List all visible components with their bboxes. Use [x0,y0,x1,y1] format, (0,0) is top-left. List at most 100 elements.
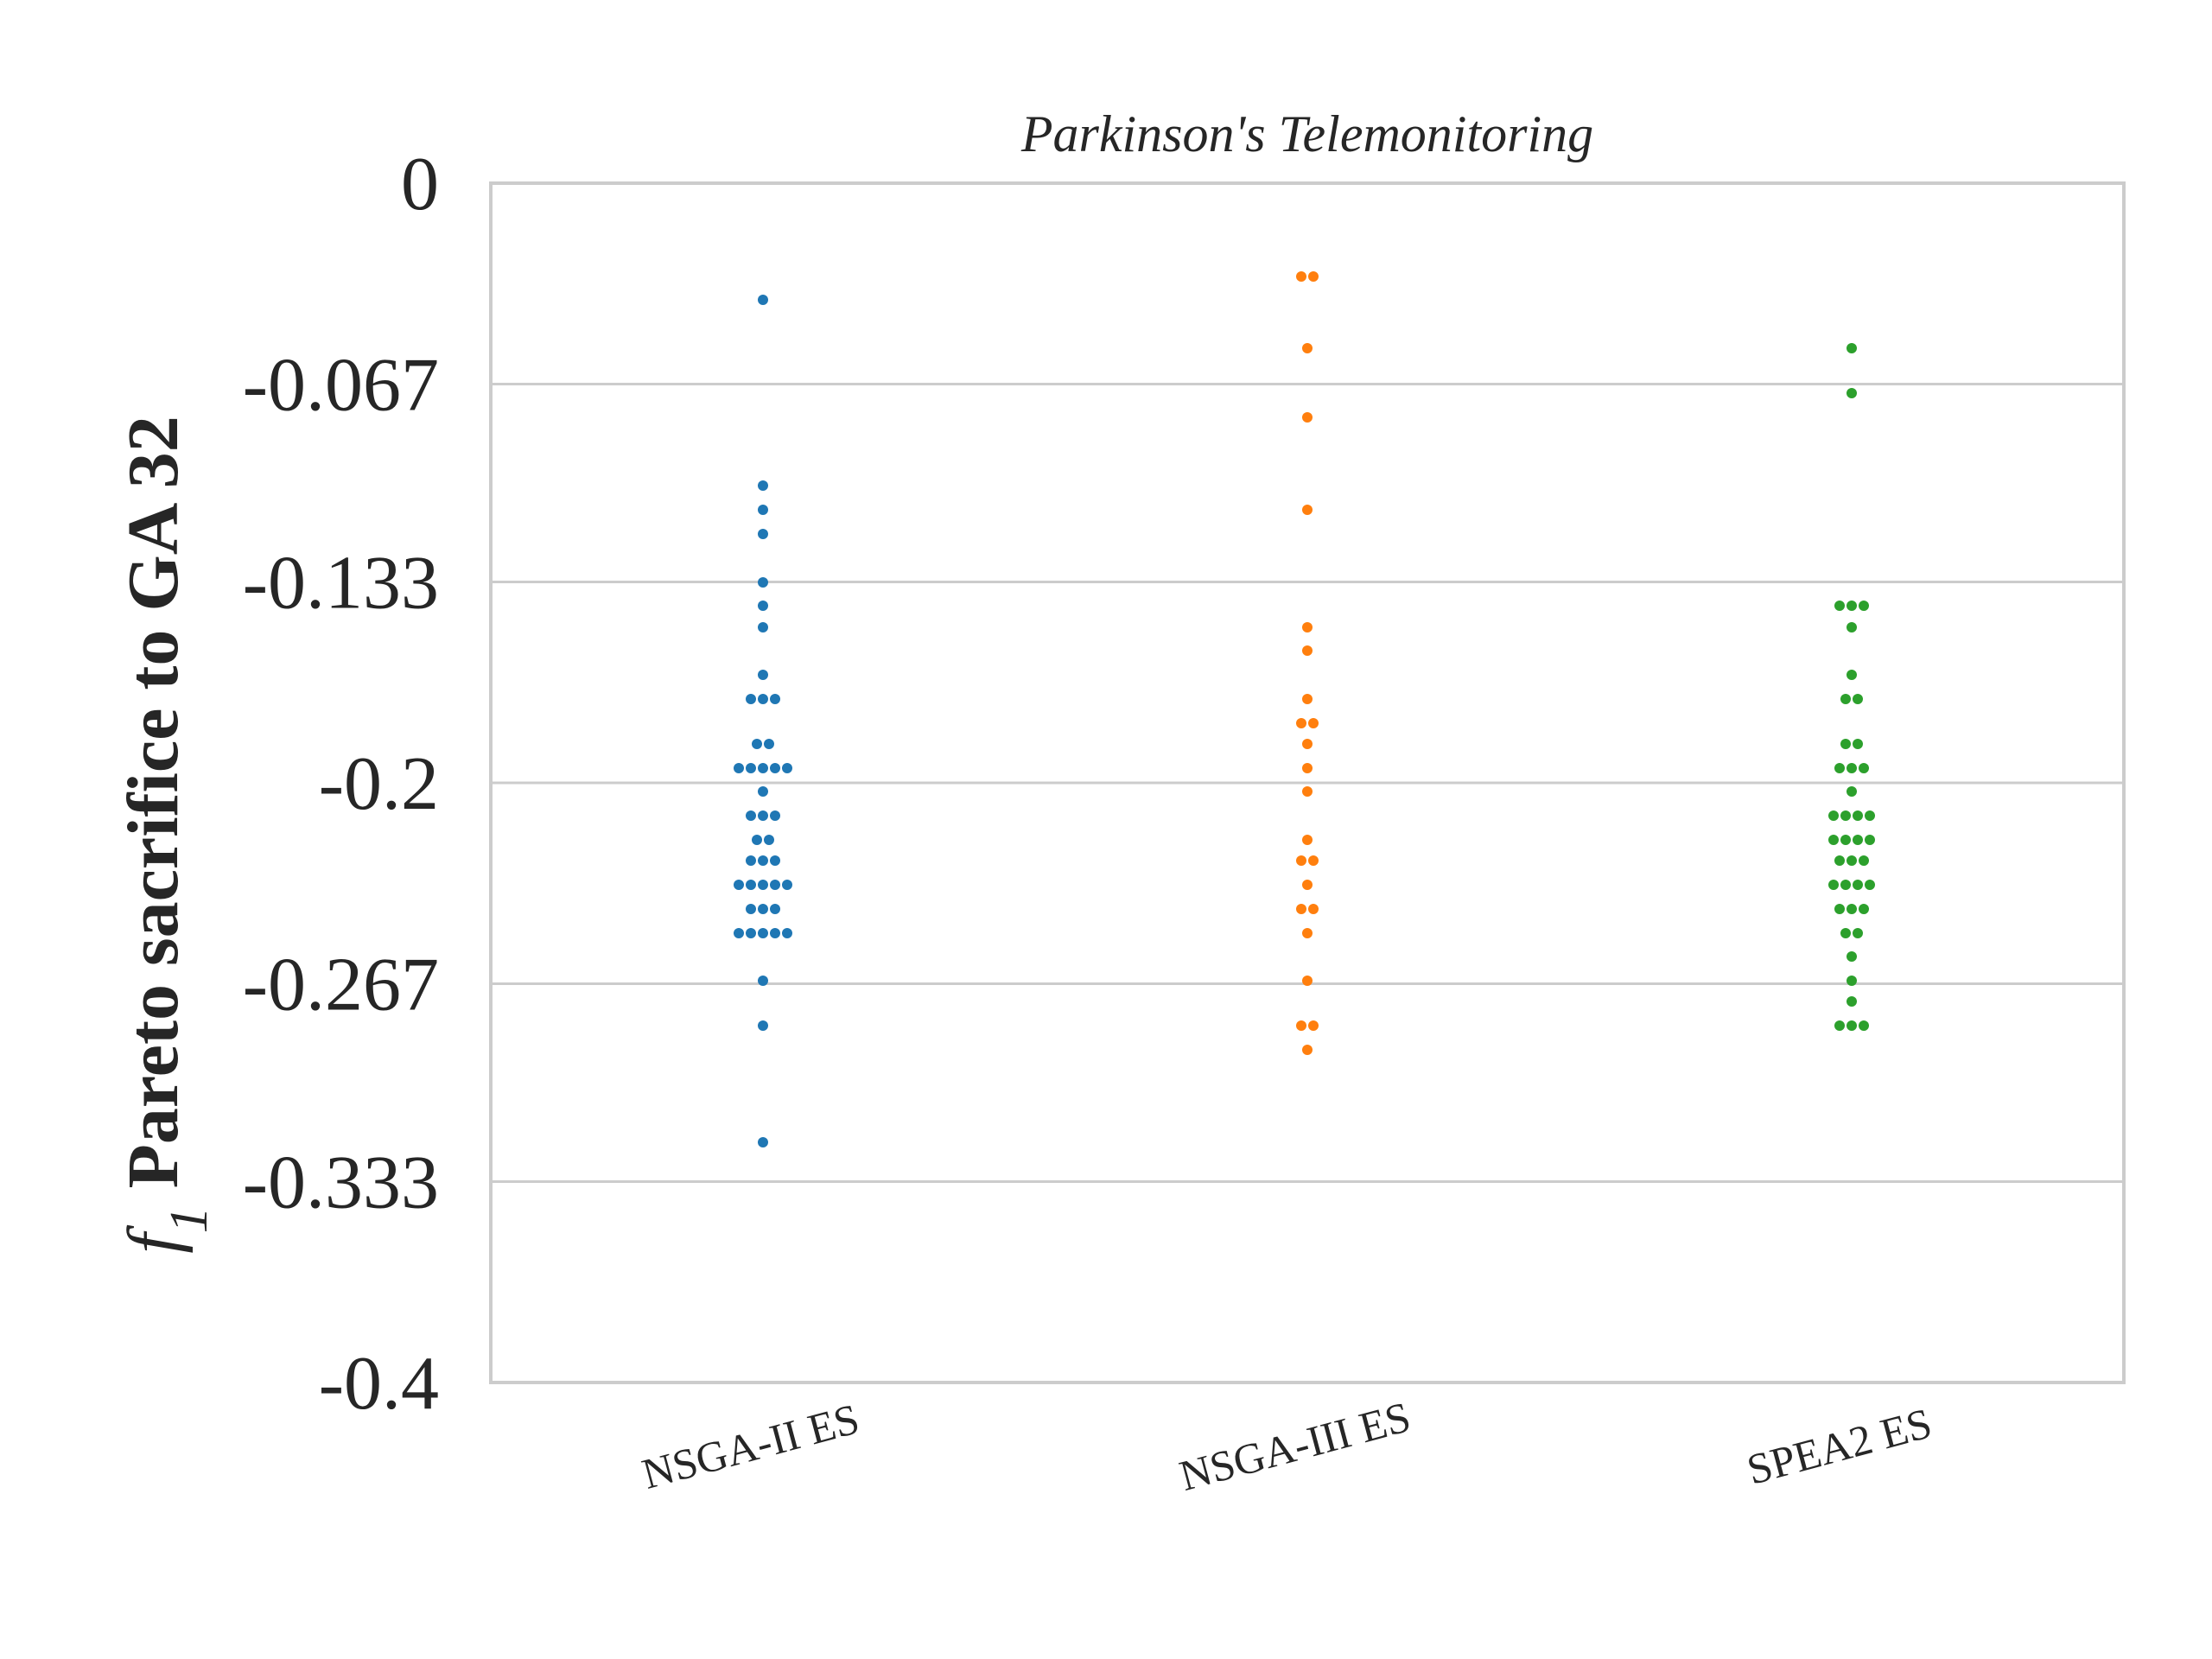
data-point [1308,1020,1319,1031]
data-point [758,763,768,773]
data-point [758,529,768,539]
data-point [1853,880,1863,890]
data-point [758,928,768,938]
y-tick-label: -0.067 [243,343,439,427]
data-point [1853,810,1863,821]
x-tick-label: NSGA-II ES [637,1394,864,1498]
data-point [1847,1020,1857,1031]
data-point [1302,622,1313,632]
data-point [1296,855,1306,866]
y-tick-label: -0.333 [243,1141,439,1225]
data-point [1834,855,1845,866]
data-point [752,835,762,845]
data-point [1847,904,1857,914]
x-tick-labels: NSGA-II ES NSGA-III ES SPEA2 ES [637,1392,1936,1500]
data-point [758,601,768,611]
data-point [1302,1045,1313,1055]
data-point [1302,505,1313,515]
grid-lines [491,382,2124,1184]
data-point [770,928,780,938]
data-point [782,763,792,773]
data-point [770,855,780,866]
data-point [746,810,756,821]
data-point [764,739,774,749]
data-point [734,928,744,938]
data-point [1828,835,1839,845]
y-tick-labels: 0 -0.067 -0.133 -0.2 -0.267 -0.333 -0.4 [243,143,439,1426]
data-point [758,505,768,515]
data-point [1302,880,1313,890]
data-point [758,855,768,866]
data-point [1302,412,1313,423]
data-point [1834,763,1845,773]
data-point [758,1020,768,1031]
data-point [758,1137,768,1147]
y-tick-label: -0.267 [243,943,439,1027]
data-point [758,295,768,305]
data-point [1840,739,1851,749]
data-point [1302,835,1313,845]
data-point [1847,670,1857,680]
data-point [1865,835,1875,845]
data-point [1853,739,1863,749]
data-point [758,904,768,914]
data-point [1853,694,1863,704]
data-point [1859,601,1869,611]
data-point [734,880,744,890]
data-point [1834,601,1845,611]
data-point [758,976,768,986]
data-point [752,739,762,749]
data-point [770,880,780,890]
y-tick-label: -0.2 [319,742,439,826]
data-point [1847,343,1857,353]
data-point [1828,810,1839,821]
data-point [758,786,768,797]
data-point [1302,343,1313,353]
data-point [758,810,768,821]
data-point [1308,904,1319,914]
data-point [1834,1020,1845,1031]
data-point [1865,810,1875,821]
data-point [1847,855,1857,866]
data-point [1296,718,1306,728]
data-point [1853,835,1863,845]
data-point [1847,976,1857,986]
y-axis-label-text: Pareto sacrifice to GA 32 [113,416,194,1206]
data-point [1853,928,1863,938]
data-point [758,880,768,890]
data-point [746,928,756,938]
x-tick-label: NSGA-III ES [1174,1392,1415,1500]
data-point [758,670,768,680]
data-point [782,928,792,938]
data-point [1847,601,1857,611]
data-point [746,694,756,704]
data-point [1296,271,1306,282]
data-point [782,880,792,890]
data-point [1840,694,1851,704]
data-point [764,835,774,845]
data-point [770,763,780,773]
x-tick-label: SPEA2 ES [1742,1398,1936,1494]
data-point [1302,763,1313,773]
data-point [1847,388,1857,398]
data-point [1859,904,1869,914]
data-point [746,904,756,914]
y-tick-label: -0.4 [319,1342,439,1426]
data-point [746,763,756,773]
data-point [1302,739,1313,749]
data-point [1302,928,1313,938]
plot-frame [489,181,2126,1384]
data-point [1859,763,1869,773]
chart-title: Parkinson's Telemonitoring [1020,105,1593,162]
data-point [1308,718,1319,728]
data-point [1847,622,1857,632]
data-point [1828,880,1839,890]
data-point [1308,855,1319,866]
data-point [1840,928,1851,938]
data-point [1302,645,1313,656]
data-points [734,271,1875,1147]
data-point [1302,694,1313,704]
data-point [746,880,756,890]
data-point [1847,951,1857,962]
data-point [1296,1020,1306,1031]
